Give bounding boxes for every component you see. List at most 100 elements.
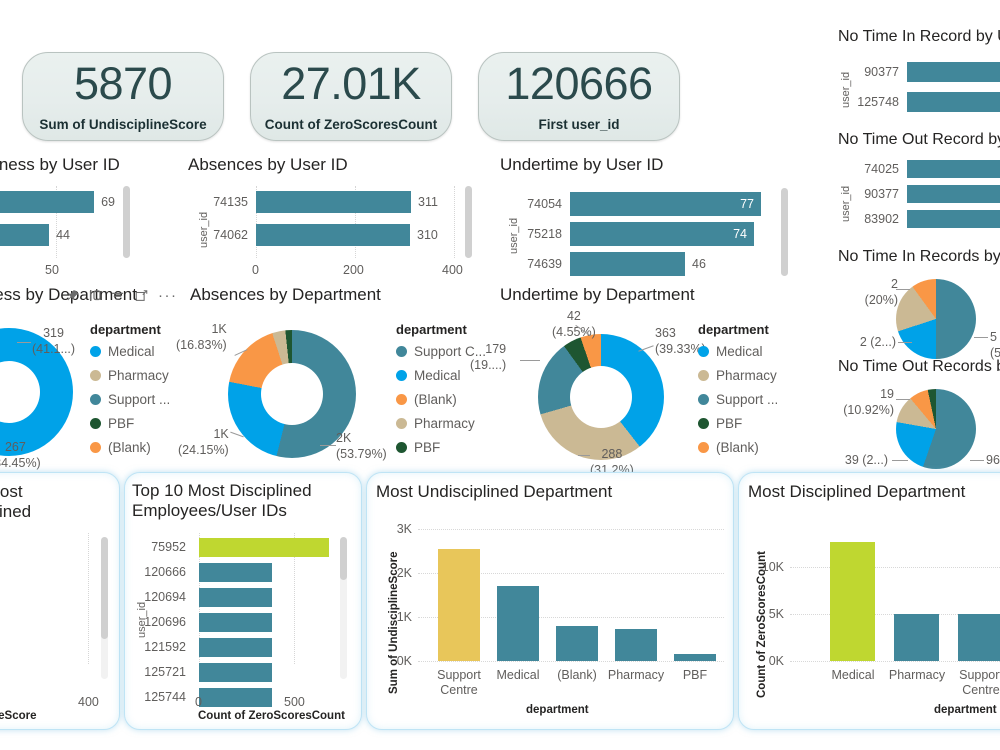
bar-fill	[570, 222, 754, 246]
chart-no-time-in-records-by-department[interactable]: 2 (20%) 2 (2...) 5 (50%	[838, 275, 1000, 365]
legend-item[interactable]: (Blank)	[396, 392, 486, 407]
legend-item[interactable]: Medical	[90, 344, 170, 359]
legend-item[interactable]: Pharmacy	[396, 416, 486, 431]
legend-item[interactable]: PBF	[396, 440, 486, 455]
bar-row[interactable]: 44	[0, 224, 70, 246]
gridline	[256, 186, 257, 258]
legend-item[interactable]: (Blank)	[90, 440, 170, 455]
scrollbar[interactable]	[465, 186, 472, 258]
chart-tardiness-by-user[interactable]: 69 44 50	[0, 186, 160, 278]
slice-label: 96 (5..	[986, 453, 1000, 467]
scrollbar[interactable]	[123, 186, 130, 258]
bar-category: 74025	[864, 162, 899, 176]
focus-mode-icon[interactable]	[134, 289, 149, 303]
bar-category: 75218	[527, 227, 562, 241]
column-bar[interactable]	[958, 614, 1000, 661]
legend-item[interactable]: Support ...	[90, 392, 170, 407]
legend-item[interactable]: Pharmacy	[698, 368, 778, 383]
column-bar[interactable]	[497, 586, 539, 661]
scrollbar[interactable]	[101, 537, 108, 679]
bar-fill	[907, 92, 1000, 112]
bar-row[interactable]: 74135 311	[206, 191, 461, 213]
slice-label: 2K (53.79%)	[336, 431, 387, 461]
chart-absences-by-department[interactable]: 1K (16.83%) 1K (24.15%) 2K (53.79%)	[176, 322, 387, 461]
chart-no-time-out-record-by-user[interactable]: user_id 74025 90377 83902 14	[838, 160, 1000, 242]
bar-fill[interactable]	[199, 613, 272, 632]
chart-most-undisciplined-department[interactable]: Sum of UndisciplineScore 3K 2K 1K 0K Sup…	[366, 512, 734, 730]
bar-fill[interactable]	[199, 563, 272, 582]
legend-color-swatch	[90, 370, 101, 381]
bar-row[interactable]: 74025	[852, 160, 1000, 178]
bar-fill[interactable]	[199, 638, 272, 657]
kpi-card-undiscipline-score[interactable]: 5870 Sum of UndisciplineScore	[22, 52, 224, 141]
legend-item[interactable]: Medical	[698, 344, 778, 359]
chart-top-disciplined-users[interactable]: user_id 75952 120666 120694 120696 12159…	[132, 533, 354, 723]
x-axis-category: (Blank)	[557, 668, 597, 682]
panel-top-undisciplined-users[interactable]	[0, 472, 120, 730]
pin-icon[interactable]	[66, 289, 80, 303]
column-bar[interactable]	[674, 654, 716, 661]
chart-undertime-by-user[interactable]: user_id 74054 77 75218 74 74639 46	[500, 188, 790, 280]
legend-item[interactable]: (Blank)	[698, 440, 778, 455]
panel-most-undisciplined-department[interactable]	[366, 472, 734, 730]
bar-fill[interactable]	[199, 688, 272, 707]
bar-row[interactable]: 74054 77	[518, 192, 788, 216]
bar-row[interactable]: 74639 46	[518, 252, 788, 276]
bar-row[interactable]: 90377	[852, 62, 1000, 82]
legend-item[interactable]: Support ...	[698, 392, 778, 407]
chart-absences-by-user[interactable]: user_id 74135 311 74062 310 0 200 400	[188, 186, 472, 278]
chart-no-time-out-records-by-department[interactable]: 19 (10.92%) 39 (2...) 96 (5..	[838, 385, 1000, 475]
slice-label: 1K (16.83%)	[176, 322, 227, 352]
bar-category: 74054	[527, 197, 562, 211]
slice-label: 2 (2...)	[859, 335, 896, 349]
chart-most-disciplined-department[interactable]: Count of ZeroScoresCount 10K 5K 0K Medic…	[738, 512, 1000, 730]
bar-row[interactable]: 125748 1	[852, 92, 1000, 112]
legend-item[interactable]: Medical	[396, 368, 486, 383]
column-bar[interactable]	[615, 629, 657, 661]
bar-category: 74639	[527, 257, 562, 271]
leader-line	[896, 289, 910, 290]
chart-tardiness-by-department[interactable]: 319 (41.1...) 267 (34.45%)	[0, 318, 120, 470]
legend-color-swatch	[90, 346, 101, 357]
column-bar[interactable]	[556, 626, 598, 661]
scrollbar[interactable]	[340, 537, 347, 679]
bar-row[interactable]: 83902 14	[852, 210, 1000, 228]
bar-row[interactable]: 75218 74	[518, 222, 788, 246]
legend-item[interactable]: Support C...	[396, 344, 486, 359]
filter-icon[interactable]	[110, 289, 125, 303]
chart-top-undisciplined-users[interactable]: 200 400	[0, 533, 120, 723]
bar-fill[interactable]	[199, 538, 329, 557]
legend-item[interactable]: PBF	[90, 416, 170, 431]
bar-value: 46	[692, 257, 706, 271]
visual-hover-toolbar[interactable]: ···	[66, 289, 178, 303]
leader-line	[892, 460, 908, 461]
scrollbar[interactable]	[781, 188, 788, 276]
column-bar[interactable]	[894, 614, 939, 661]
bar-row[interactable]: 74062 310	[206, 224, 461, 246]
bar-fill[interactable]	[199, 588, 272, 607]
kpi-card-zeroscores-count[interactable]: 27.01K Count of ZeroScoresCount	[250, 52, 452, 141]
column-bar[interactable]	[830, 542, 875, 661]
gridline	[790, 661, 1000, 662]
slice-label: 267 (34.45%)	[0, 440, 41, 470]
column-bar[interactable]	[438, 549, 480, 661]
chart-no-time-in-record-by-user[interactable]: user_id 90377 125748 1	[838, 60, 1000, 125]
more-options-icon[interactable]: ···	[158, 287, 178, 305]
bar-fill	[0, 224, 50, 246]
title-no-time-out-record-by-user: No Time Out Record by User ID	[838, 131, 1000, 148]
bar-fill[interactable]	[199, 663, 272, 682]
comment-icon[interactable]	[89, 289, 101, 303]
kpi-value: 27.01K	[281, 58, 421, 109]
leader-line	[520, 360, 540, 361]
legend-item[interactable]: PBF	[698, 416, 778, 431]
legend-item[interactable]: Pharmacy	[90, 368, 170, 383]
x-axis-title-top-disciplined-users: Count of ZeroScoresCount	[198, 710, 345, 722]
bar-row[interactable]: 90377	[852, 185, 1000, 203]
bar-category: 125721	[144, 665, 186, 679]
bar-row[interactable]: 69	[0, 191, 115, 213]
gridline	[56, 186, 57, 258]
title-top-disciplined-users: Top 10 Most Disciplined Employees/User I…	[132, 481, 312, 521]
legend-color-swatch	[698, 394, 709, 405]
chart-undertime-by-department[interactable]: 363 (39.33%) 288 (31.2%) 179 (19....) 42…	[470, 309, 706, 477]
kpi-card-first-user-id[interactable]: 120666 First user_id	[478, 52, 680, 141]
